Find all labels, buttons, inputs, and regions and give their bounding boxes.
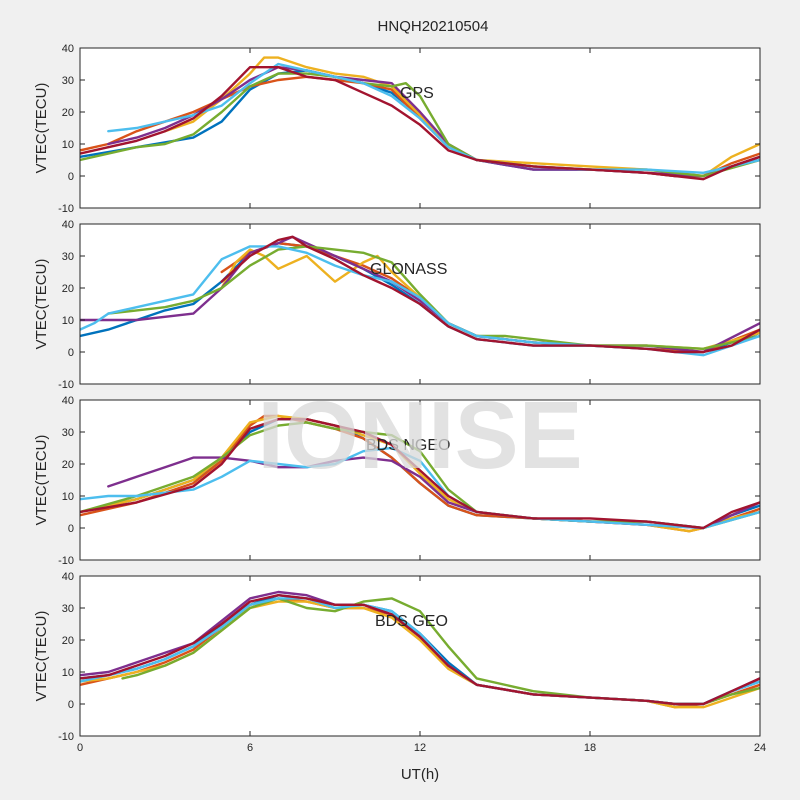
plot-area [80, 576, 760, 736]
x-axis-title: UT(h) [401, 766, 439, 783]
y-tick-label: 10 [62, 315, 74, 327]
y-tick-label: 20 [62, 635, 74, 647]
y-axis-title: VTEC(TECU) [33, 611, 50, 702]
series-group [80, 590, 760, 709]
series-group [80, 235, 760, 357]
x-tick-label: 24 [754, 742, 766, 754]
y-tick-label: 20 [62, 107, 74, 119]
y-tick-label: 30 [62, 603, 74, 615]
series-line-7 [80, 66, 760, 181]
y-tick-label: 0 [68, 523, 74, 535]
y-tick-label: -10 [58, 379, 74, 391]
y-tick-label: 10 [62, 139, 74, 151]
y-tick-label: 10 [62, 491, 74, 503]
y-tick-label: 40 [62, 395, 74, 407]
x-tick-label: 18 [584, 742, 596, 754]
y-axis-title: VTEC(TECU) [33, 83, 50, 174]
y-tick-label: 40 [62, 43, 74, 55]
y-tick-label: -10 [58, 555, 74, 567]
y-tick-label: 20 [62, 283, 74, 295]
x-tick-label: 0 [77, 742, 83, 754]
y-tick-label: 30 [62, 251, 74, 263]
y-tick-label: 0 [68, 347, 74, 359]
series-line-7 [80, 418, 760, 530]
panel-label: BDS NGEO [366, 437, 450, 454]
series-group [80, 56, 760, 181]
series-line-7 [80, 594, 760, 706]
series-group [80, 414, 760, 533]
y-tick-label: -10 [58, 731, 74, 743]
series-line-7 [220, 235, 760, 354]
y-tick-label: 0 [68, 699, 74, 711]
x-tick-label: 6 [247, 742, 253, 754]
y-tick-label: 20 [62, 459, 74, 471]
y-tick-label: 30 [62, 427, 74, 439]
y-tick-label: 0 [68, 171, 74, 183]
watermark: IONISE [257, 382, 582, 489]
y-tick-label: 10 [62, 667, 74, 679]
figure-title: HNQH20210504 [378, 18, 489, 35]
y-axis-title: VTEC(TECU) [33, 259, 50, 350]
panel-label: BDS GEO [375, 613, 448, 630]
y-tick-label: -10 [58, 203, 74, 215]
panel-2: -10 0 10 20 30 40 VTEC(TECU) GLONASS [33, 219, 761, 391]
panel-label: GLONASS [370, 261, 447, 278]
plot-area [80, 48, 760, 208]
panel-label: GPS [400, 85, 434, 102]
panel-1: -10 0 10 20 30 40 VTEC(TECU) GPS [33, 43, 761, 215]
x-tick-label: 12 [414, 742, 426, 754]
y-axis-title: VTEC(TECU) [33, 435, 50, 526]
y-tick-label: 30 [62, 75, 74, 87]
panel-3: -10 0 10 20 30 40 VTEC(TECU) BDS NGEO [33, 395, 761, 567]
y-tick-label: 40 [62, 219, 74, 231]
y-tick-label: 40 [62, 571, 74, 583]
